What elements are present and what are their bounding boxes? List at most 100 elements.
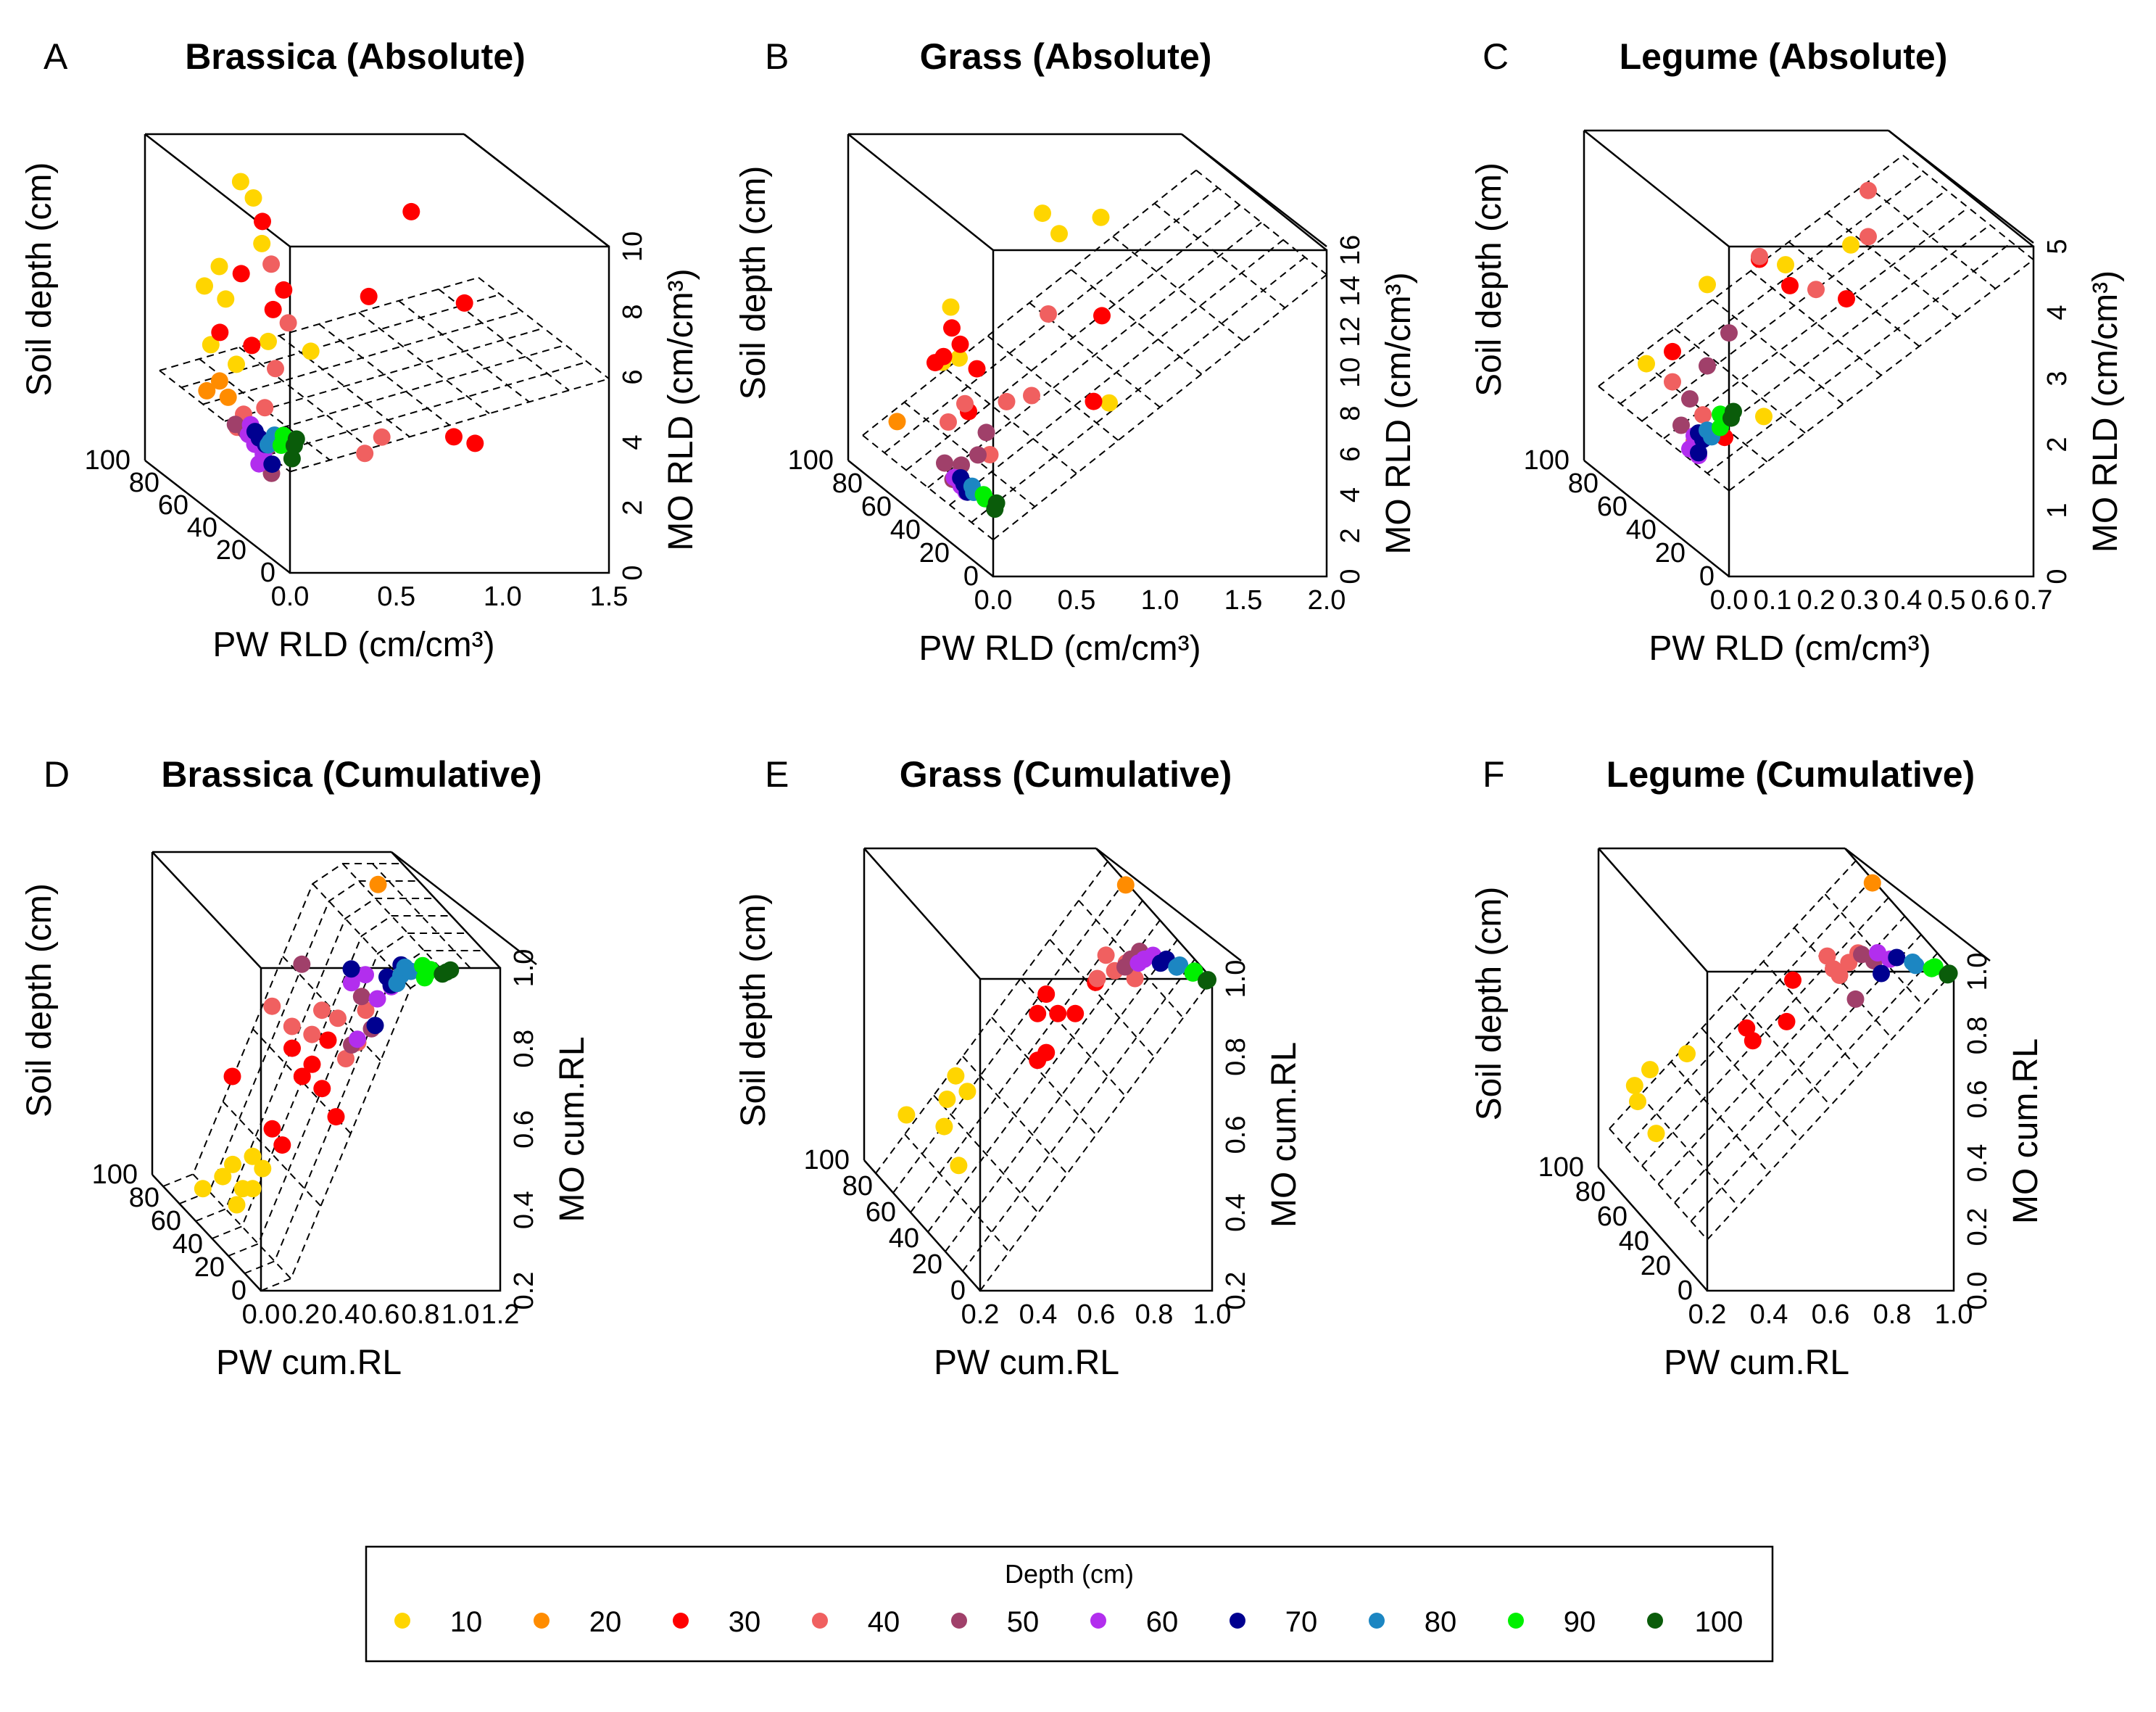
data-point-depth-40 — [1859, 181, 1877, 199]
plane-line-x — [1902, 154, 2034, 260]
data-point-depth-20 — [369, 875, 387, 893]
depth-edge-tr2 — [1181, 133, 1327, 247]
inner-face — [1728, 245, 2035, 578]
data-point-depth-100 — [1940, 964, 1958, 983]
x-axis-label: PW RLD (cm/cm³) — [212, 626, 494, 664]
data-point-depth-70 — [1690, 444, 1707, 462]
z-axis-label: MO cum.RL — [2007, 1038, 2045, 1224]
x-tick-label: 0.7 — [2015, 585, 2053, 616]
panel-title: Legume (Cumulative) — [1606, 754, 1975, 795]
data-point-depth-70 — [263, 455, 281, 474]
x-tick-label: 1.0 — [1193, 1299, 1232, 1330]
z-tick-label: 6 — [618, 369, 648, 384]
data-point-depth-100 — [1725, 402, 1742, 421]
x-tick-label: 0.2 — [1688, 1299, 1727, 1330]
data-point-depth-30 — [303, 1055, 321, 1073]
panels-group: A Brassica (Absolute) 0.0 0.5 1.0 1.5 PW RLD (… — [20, 36, 2125, 1382]
regression-plane — [1598, 154, 2034, 492]
plane-line-x — [1670, 1061, 1770, 1173]
data-point-depth-40 — [1830, 967, 1849, 984]
x-tick-label: 0.8 — [1135, 1299, 1174, 1330]
legend-swatch — [812, 1613, 828, 1629]
data-point-depth-10 — [214, 1167, 232, 1186]
data-point-depth-30 — [1037, 1043, 1056, 1062]
x-tick-label: 1.5 — [1224, 585, 1263, 616]
z-tick-label: 0 — [1335, 568, 1366, 584]
z-tick-label: 0.6 — [1221, 1116, 1251, 1154]
panel-title: Grass (Cumulative) — [900, 754, 1232, 795]
data-point-depth-10 — [1625, 1077, 1643, 1095]
plane-line-x — [945, 368, 1077, 474]
chart-panel-b: B Grass (Absolute) 0.0 0.5 1.0 1.5 2.0 PW RLD (… — [734, 36, 1418, 668]
depth-tick-label: 60 — [861, 492, 892, 522]
z-tick-label: 8 — [618, 304, 648, 319]
data-point-depth-10 — [1777, 256, 1794, 274]
data-point-depth-30 — [319, 1031, 337, 1049]
plane-line-x — [358, 312, 490, 415]
z-tick-label: 0.2 — [509, 1272, 539, 1310]
legend-label: 20 — [589, 1606, 622, 1638]
x-axis-label: PW RLD (cm/cm³) — [1649, 629, 1931, 668]
data-point-depth-40 — [998, 392, 1016, 410]
z-tick-label: 0.6 — [509, 1110, 539, 1149]
data-point-depth-70 — [1888, 948, 1906, 967]
data-point-depth-30 — [951, 335, 969, 353]
data-point-depth-10 — [228, 1196, 246, 1214]
legend-entry: 80 — [1369, 1606, 1456, 1638]
data-point-depth-30 — [1781, 276, 1799, 294]
depth-axis-label: Soil depth (cm) — [734, 893, 773, 1128]
depth-tick-label: 100 — [1524, 445, 1570, 476]
z-axis-label: MO cum.RL — [553, 1036, 592, 1222]
data-point-depth-30 — [360, 287, 378, 305]
data-point-depth-40 — [1664, 373, 1681, 391]
z-tick-label: 0.4 — [1962, 1144, 1993, 1183]
data-points — [196, 173, 484, 482]
data-point-depth-40 — [256, 399, 274, 417]
data-point-depth-50 — [1846, 990, 1865, 1008]
plane-line-x — [987, 335, 1119, 442]
data-point-depth-30 — [223, 1067, 241, 1085]
plane-line-depth — [945, 939, 1178, 1252]
plane-line-x — [1674, 328, 1806, 434]
depth-edge-tr2 — [463, 133, 610, 247]
data-point-depth-60 — [250, 455, 268, 473]
plane-line-depth — [289, 378, 610, 473]
x-tick-label: 0.5 — [377, 582, 415, 612]
data-point-depth-10 — [244, 1147, 262, 1165]
z-axis-label: MO RLD (cm/cm³) — [662, 268, 700, 550]
data-point-depth-10 — [254, 1159, 272, 1178]
data-point-depth-60 — [1129, 954, 1148, 972]
legend-entry: 10 — [394, 1606, 482, 1638]
legend-label: 40 — [868, 1606, 900, 1638]
depth-tick-label: 100 — [804, 1145, 850, 1175]
z-tick-label: 2 — [618, 500, 648, 515]
data-point-depth-20 — [210, 372, 228, 390]
data-point-depth-30 — [1029, 1004, 1047, 1022]
plane-line-depth — [962, 959, 1195, 1272]
data-point-depth-10 — [935, 1117, 953, 1136]
legend-box — [365, 1545, 1774, 1663]
x-tick-label: 0.6 — [362, 1299, 400, 1330]
data-point-depth-30 — [232, 265, 250, 283]
plane-line-x — [1020, 977, 1126, 1096]
legend-swatch — [1508, 1613, 1524, 1629]
data-point-depth-10 — [1629, 1093, 1646, 1111]
data-point-depth-80 — [1171, 956, 1189, 974]
data-point-depth-50 — [1699, 357, 1716, 375]
z-tick-label: 4 — [2042, 305, 2073, 320]
z-axis-label: MO RLD (cm/cm³) — [1380, 272, 1418, 554]
depth-tick-label: 20 — [216, 535, 246, 566]
data-point-depth-40 — [329, 1009, 347, 1027]
data-point-depth-40 — [373, 428, 391, 446]
data-point-depth-40 — [1859, 228, 1877, 246]
data-point-depth-30 — [327, 1108, 345, 1126]
legend-label: 50 — [1007, 1606, 1040, 1638]
data-point-depth-10 — [194, 1180, 212, 1198]
z-tick-label: 10 — [618, 231, 648, 262]
data-point-depth-40 — [1818, 947, 1836, 965]
data-point-depth-10 — [1100, 394, 1118, 412]
x-ticks: 0.0 0.5 1.0 1.5 2.0 — [974, 585, 1346, 616]
